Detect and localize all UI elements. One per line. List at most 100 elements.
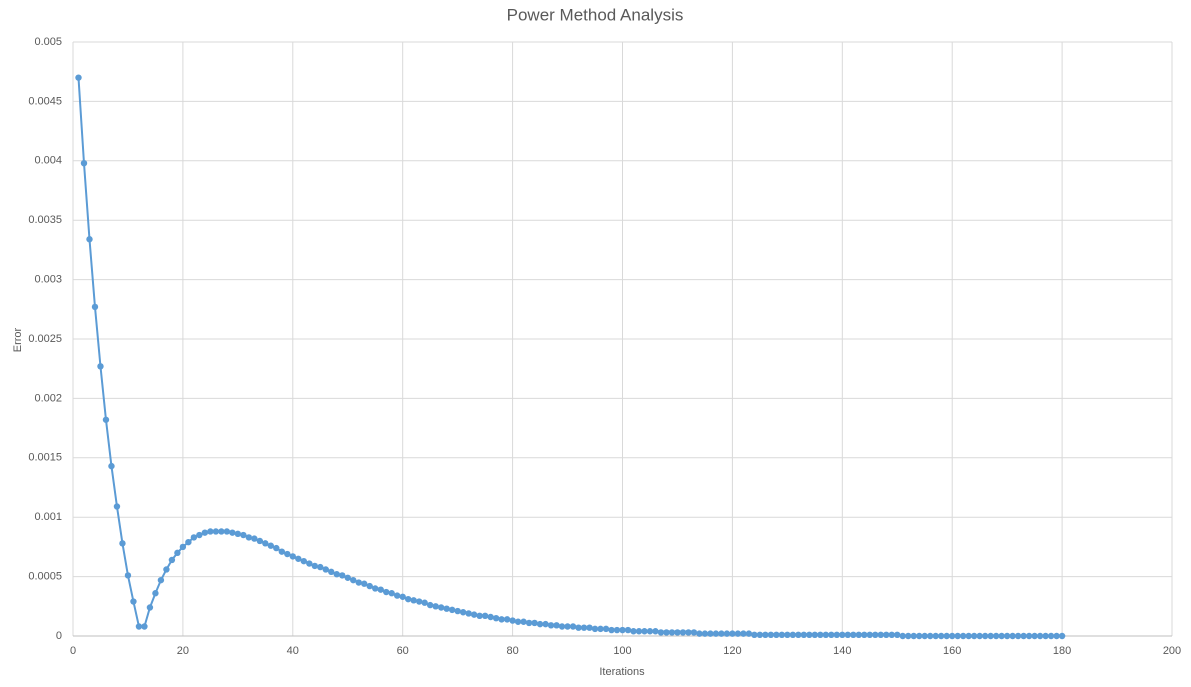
data-point [575,624,582,631]
y-tick-label: 0.0045 [28,95,62,107]
y-tick-label: 0.001 [34,511,62,523]
data-point [454,607,461,615]
data-point [278,548,286,555]
data-point [872,631,879,639]
data-point [1042,632,1049,640]
data-point [718,630,725,637]
data-point [361,580,368,587]
data-point [751,631,758,639]
x-tick-label: 200 [1163,645,1181,657]
data-point [135,623,143,630]
data-point [536,620,544,628]
data-point [932,632,939,640]
data-point [421,599,428,606]
data-point [179,543,187,551]
data-point [339,572,346,579]
data-point [707,630,714,637]
data-point [443,605,450,612]
data-point [1020,632,1027,640]
data-point [476,612,483,620]
data-point [113,503,121,510]
data-point [976,632,983,640]
data-point [492,614,500,622]
data-point [470,611,478,618]
data-point [75,74,82,81]
data-point [415,598,423,605]
data-point [844,631,851,639]
data-point [333,571,340,578]
x-tick-label: 100 [613,645,631,657]
data-point [157,576,165,584]
data-point [218,528,225,535]
data-point [965,632,972,640]
data-point [459,609,467,616]
data-point [910,632,917,640]
data-point [256,537,264,545]
data-point [992,632,1000,640]
data-point [322,566,329,573]
data-point [229,529,236,536]
data-point [927,632,934,640]
y-tick-label: 0 [56,630,62,642]
data-point [740,630,747,637]
data-point [223,528,231,535]
data-point [1014,632,1022,640]
data-point [509,617,516,624]
data-point [822,631,830,639]
data-point [163,566,170,573]
data-point [300,557,307,565]
data-point [635,628,643,635]
x-tick-label: 140 [833,645,851,657]
data-point [663,629,670,636]
data-point [102,416,110,423]
data-point [531,619,538,627]
data-point [432,603,439,610]
data-point [372,585,379,592]
data-point [119,540,126,547]
y-tick-label: 0.0025 [28,333,62,345]
data-point [1009,632,1016,640]
data-point [773,631,780,639]
data-point [866,631,873,639]
data-point [108,462,115,470]
data-point [465,610,472,617]
data-point [284,550,291,558]
data-point [245,534,253,541]
y-tick-label: 0.0035 [28,214,62,226]
data-point [86,236,93,243]
data-point [426,601,434,609]
data-point [1036,632,1044,640]
data-point [619,626,626,634]
data-point [784,631,791,639]
data-point [1025,632,1033,640]
data-point [943,632,950,640]
data-point [547,622,555,629]
data-point [1047,632,1055,640]
data-point [146,604,154,611]
data-point [152,590,159,597]
data-point [399,593,406,600]
data-point [234,530,242,538]
data-point [954,632,961,640]
data-point [448,606,456,614]
data-point [734,630,742,637]
data-point [800,631,808,639]
data-point [861,631,868,639]
data-point [998,632,1005,640]
y-tick-label: 0.005 [34,36,62,48]
data-point [317,563,324,571]
data-point [987,632,994,640]
data-point [344,574,351,581]
data-point [481,612,489,620]
data-point [795,631,802,639]
data-point [959,632,967,640]
data-point [240,531,247,539]
data-point [624,626,632,634]
x-tick-label: 80 [506,645,518,657]
data-point [723,630,731,637]
data-point [899,632,906,640]
data-point [981,632,989,640]
data-point [806,631,813,639]
data-point [311,562,318,570]
data-point [553,622,560,629]
